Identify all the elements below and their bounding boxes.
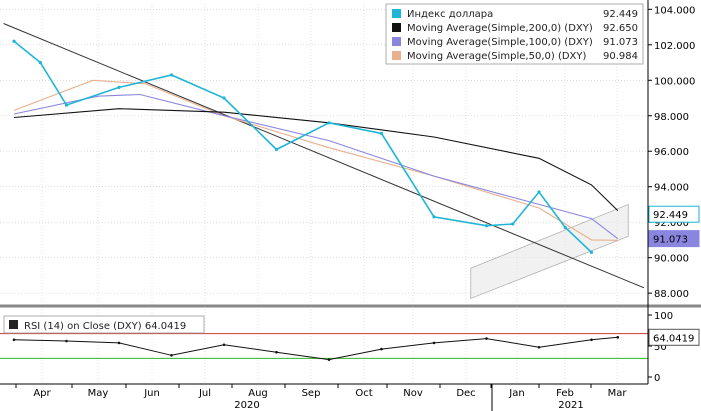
price-tick-label-8: 88.000 (654, 289, 689, 300)
rsi-panel: 100 50 0 64.0419 RSI (14) on Close (DXY) 64… (0, 304, 701, 384)
rsi-legend-box (3, 315, 205, 334)
x-year-label-0: 2020 (234, 400, 259, 411)
price-point-11 (511, 222, 515, 226)
legend-value-3: 90.984 (603, 51, 638, 62)
x-tick-label-9: Jan (508, 388, 524, 399)
rsi-point-0 (12, 338, 16, 342)
x-tick-label-11: Mar (608, 388, 628, 399)
price-tick-label-5: 94.000 (654, 183, 689, 194)
legend-label-2: Moving Average(Simple,100,0) (DXY) (407, 37, 593, 48)
price-last-label: 92.449 (653, 210, 688, 221)
series-line-ma100 (13, 93, 619, 240)
rsi-legend-label: RSI (14) on Close (DXY) 64.0419 (24, 321, 186, 332)
rsi-point-8 (432, 341, 436, 345)
price-point-7 (327, 121, 331, 125)
ma100-last-label: 91.073 (653, 235, 688, 246)
rsi-point-10 (537, 345, 541, 349)
price-legend: Индекс доллара 92.449 Moving Average(Simpl… (385, 3, 644, 65)
x-tick-label-0: Apr (33, 388, 51, 399)
rsi-y-axis: 100 50 0 64.0419 (648, 311, 700, 384)
price-tick-label-4: 96.000 (654, 147, 689, 158)
legend-box (385, 3, 644, 65)
price-tick-label-6: 92.000 (654, 218, 689, 229)
price-tick-label-7: 90.000 (654, 254, 689, 265)
legend-swatch-3 (392, 51, 401, 60)
series-line-ma50 (13, 79, 618, 241)
rsi-tick-label-2: 0 (654, 373, 660, 384)
x-tick-label-10: Feb (556, 388, 574, 399)
rsi-point-1 (65, 339, 68, 343)
legend-label-1: Moving Average(Simple,200,0) (DXY) (407, 23, 593, 34)
price-point-10 (484, 224, 489, 228)
rsi-last-label: 64.0419 (653, 333, 694, 344)
price-point-13 (563, 225, 567, 230)
legend-value-0: 92.449 (603, 9, 638, 20)
rsi-point-2 (117, 341, 121, 345)
rsi-last-box (648, 328, 700, 346)
rsi-point-11 (590, 338, 593, 342)
price-channel (470, 203, 629, 300)
legend-value-2: 91.073 (603, 37, 638, 48)
x-tick-label-5: Sep (302, 388, 321, 399)
x-tick-label-2: Jun (143, 388, 160, 399)
price-y-axis: 104.000 102.000 100.000 98.000 96.000 94.000 9… (648, 5, 695, 300)
rsi-series-group (12, 336, 620, 361)
price-tick-label-0: 104.000 (654, 5, 695, 16)
price-point-5 (222, 96, 226, 100)
legend-label-3: Moving Average(Simple,50,0) (DXY) (407, 51, 587, 62)
rsi-point-4 (222, 343, 226, 347)
price-point-12 (537, 190, 541, 194)
legend-swatch-2 (392, 37, 401, 46)
rsi-point-9 (485, 337, 488, 340)
rsi-legend-swatch (9, 320, 18, 329)
price-point-1 (38, 60, 42, 65)
x-tick-label-4: Aug (248, 388, 268, 399)
price-point-3 (117, 85, 121, 89)
rsi-tick-label-1: 50 (654, 342, 667, 353)
price-point-6 (274, 147, 279, 152)
price-point-2 (64, 103, 69, 107)
x-tick-label-6: Oct (355, 388, 372, 399)
ma100-last-label-box (648, 230, 700, 248)
legend-swatch-0 (392, 9, 401, 18)
x-tick-label-1: May (88, 388, 109, 399)
price-last-label-box (648, 205, 700, 223)
price-point-8 (379, 131, 384, 136)
price-series-group (12, 39, 619, 254)
price-tick-label-2: 100.000 (654, 76, 695, 87)
price-point-4 (169, 73, 174, 77)
legend-swatch-1 (392, 23, 401, 32)
rsi-legend: RSI (14) on Close (DXY) 64.0419 (3, 315, 205, 334)
rsi-point-12 (616, 336, 620, 339)
x-year-label-1: 2021 (558, 400, 583, 411)
rsi-tick-label-0: 100 (654, 311, 673, 322)
price-point-14 (589, 250, 594, 254)
price-tick-label-3: 98.000 (654, 112, 689, 123)
price-value-tags: 92.449 91.073 (648, 205, 700, 248)
legend-value-1: 92.650 (603, 23, 638, 34)
price-point-0 (12, 39, 16, 43)
x-tick-label-3: Jul (198, 388, 211, 399)
rsi-point-3 (170, 354, 173, 357)
rsi-point-6 (327, 358, 331, 361)
price-point-9 (432, 215, 436, 219)
legend-label-0: Индекс доллара (407, 9, 493, 20)
rsi-point-7 (380, 347, 383, 351)
x-axis: Apr May Jun Jul Aug Sep Oct Nov Dec Jan Feb Mar 2020… (0, 383, 648, 411)
rsi-point-5 (275, 350, 278, 354)
price-tick-label-1: 102.000 (654, 41, 695, 52)
series-line-ma200 (13, 108, 619, 211)
x-tick-label-8: Dec (456, 388, 475, 399)
x-tick-label-7: Nov (403, 388, 423, 399)
trendline (3, 23, 645, 289)
price-gridlines (0, 4, 648, 302)
